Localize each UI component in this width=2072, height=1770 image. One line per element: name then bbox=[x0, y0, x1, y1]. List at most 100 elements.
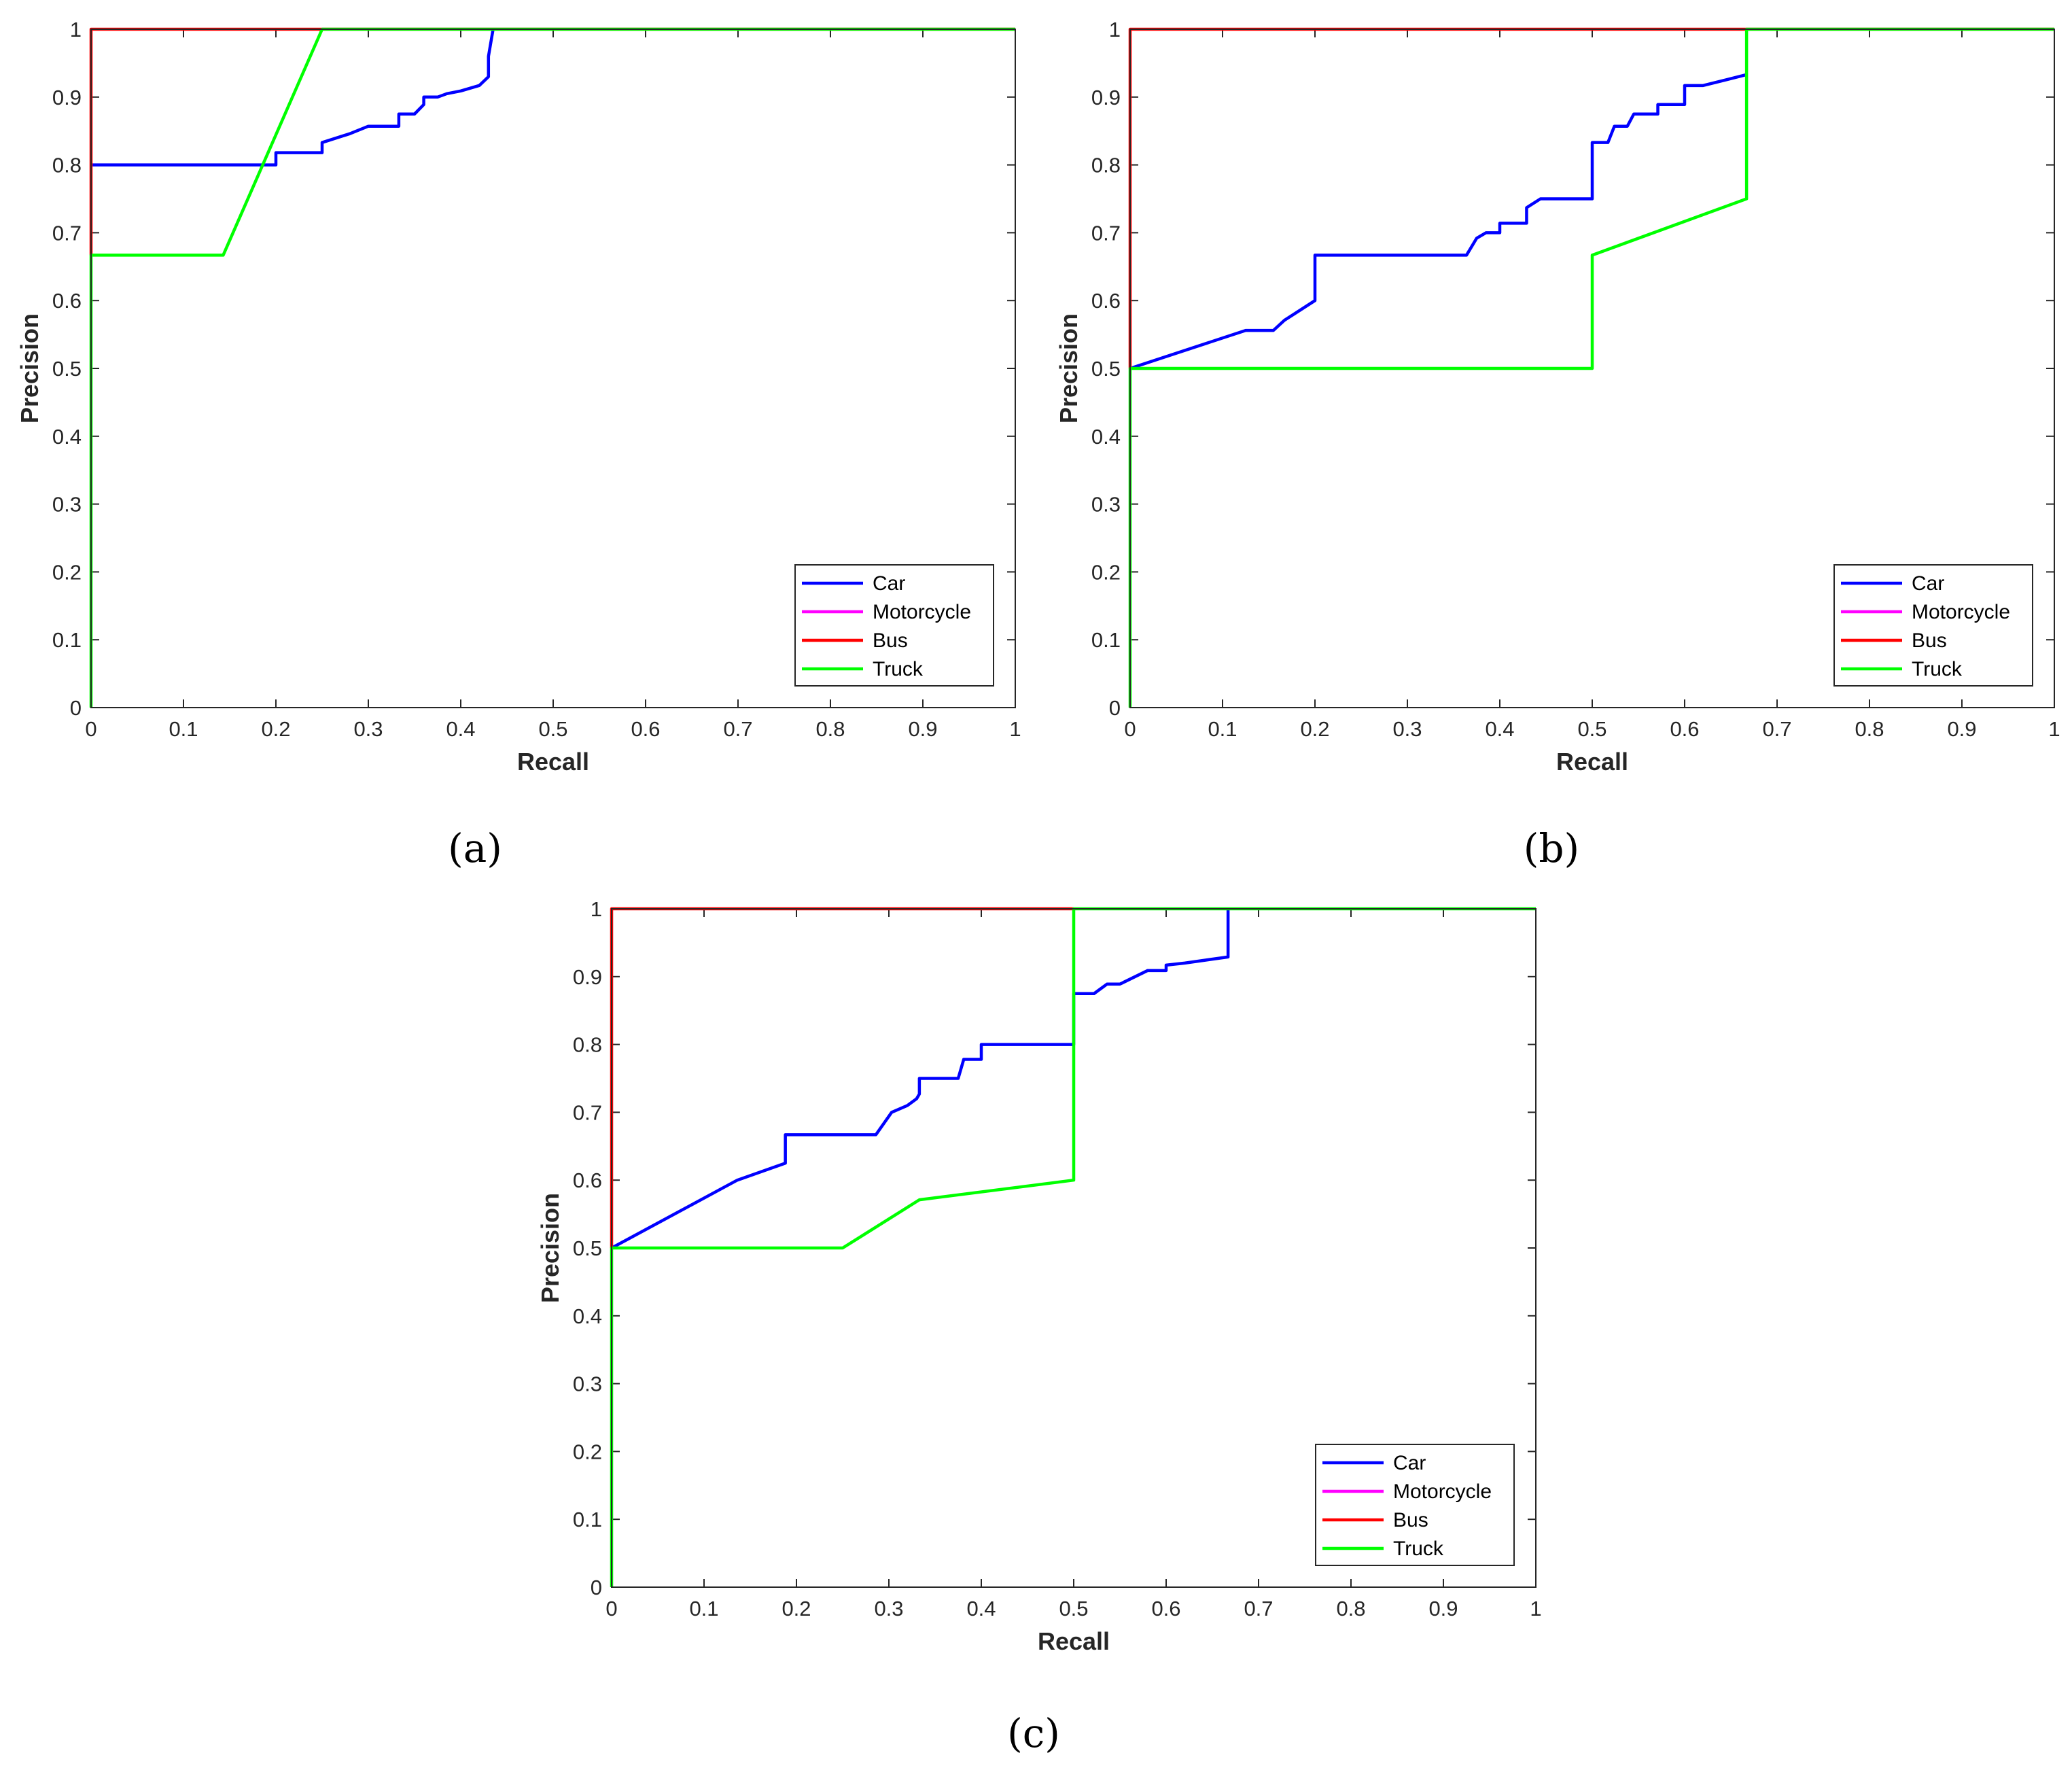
x-axis-title: Recall bbox=[1038, 1627, 1110, 1655]
y-axis-title: Precision bbox=[536, 1193, 564, 1303]
x-tick-label: 0.6 bbox=[1151, 1597, 1180, 1620]
axes-box bbox=[90, 29, 1016, 708]
y-tick-label: 0.7 bbox=[573, 1100, 602, 1124]
panel-b: 0 0.1 0.2 0.3 0.4 0.5 0.6 0.7 0.8 0.9 1 0 0.1 0.2 0.3 0… bbox=[1055, 18, 2060, 776]
x-tick-label: 0.9 bbox=[1947, 717, 1976, 741]
x-tick-label: 0.3 bbox=[874, 1597, 903, 1620]
series-line-car bbox=[1129, 73, 1747, 370]
y-tick-label: 0.6 bbox=[573, 1168, 602, 1192]
x-tick-label: 0.3 bbox=[1392, 717, 1422, 741]
x-tick-label: 0.7 bbox=[1244, 1597, 1273, 1620]
x-tick-label: 1 bbox=[1009, 717, 1021, 741]
legend-label-bus: Bus bbox=[1393, 1509, 1428, 1531]
x-tick-label: 0.9 bbox=[908, 717, 937, 741]
x-tick-label: 0 bbox=[605, 1597, 617, 1620]
x-tick-label: 0.1 bbox=[169, 717, 198, 741]
series-line-car bbox=[91, 29, 495, 167]
y-tick-label: 0.1 bbox=[1091, 628, 1121, 652]
x-tick-label: 0.4 bbox=[1485, 717, 1514, 741]
x-tick-label: 0.8 bbox=[815, 717, 845, 741]
y-tick-label: 0.8 bbox=[1091, 154, 1121, 177]
y-tick-label: 0.6 bbox=[1091, 289, 1121, 313]
legend: Car Motorcycle Bus Truck bbox=[794, 564, 994, 687]
panel-label-a: (a) bbox=[448, 825, 502, 871]
y-tick-label: 0.2 bbox=[1091, 560, 1121, 584]
y-tick-label: 1 bbox=[591, 897, 602, 921]
y-tick-label: 0.2 bbox=[52, 560, 82, 584]
x-tick-label: 0.6 bbox=[1670, 717, 1699, 741]
x-tick-label: 1 bbox=[2048, 717, 2060, 741]
y-tick-label: 0.6 bbox=[52, 289, 82, 313]
legend-label-car: Car bbox=[1393, 1452, 1426, 1474]
panel-label-b: (b) bbox=[1524, 825, 1579, 871]
x-tick-label: 0.5 bbox=[538, 717, 567, 741]
x-axis-title: Recall bbox=[517, 748, 589, 776]
panel-c: 0 0.1 0.2 0.3 0.4 0.5 0.6 0.7 0.8 0.9 1 0 0.1 0.2 0.3 0… bbox=[536, 897, 1542, 1655]
x-tick-label: 0.7 bbox=[1762, 717, 1791, 741]
legend-label-motorcycle: Motorcycle bbox=[1393, 1480, 1492, 1503]
x-tick-label: 0.2 bbox=[782, 1597, 811, 1620]
legend-label-motorcycle: Motorcycle bbox=[873, 601, 971, 623]
series-line-car bbox=[610, 909, 1230, 1249]
y-tick-label: 0.4 bbox=[1091, 425, 1121, 449]
y-tick-label: 0.7 bbox=[52, 221, 82, 245]
x-tick-label: 0.8 bbox=[1336, 1597, 1365, 1620]
y-tick-label: 0 bbox=[591, 1576, 602, 1599]
y-tick-label: 0.8 bbox=[52, 154, 82, 177]
legend: Car Motorcycle Bus Truck bbox=[1833, 564, 2033, 687]
x-axis-title: Recall bbox=[1556, 748, 1628, 776]
x-tick-label: 0.3 bbox=[353, 717, 383, 741]
y-axis-title: Precision bbox=[1055, 313, 1083, 423]
panel-a: 0 0.1 0.2 0.3 0.4 0.5 0.6 0.7 0.8 0.9 1 0 0.1 0.2 0.3 0… bbox=[16, 18, 1021, 776]
y-tick-label: 0.9 bbox=[1091, 86, 1121, 109]
y-tick-label: 0 bbox=[1109, 696, 1121, 720]
y-tick-label: 0.3 bbox=[1091, 493, 1121, 517]
legend-label-truck: Truck bbox=[1912, 658, 1963, 680]
x-tick-label: 0 bbox=[1124, 717, 1136, 741]
y-tick-label: 1 bbox=[1109, 18, 1121, 41]
y-tick-label: 0.5 bbox=[1091, 357, 1121, 381]
y-tick-label: 0.5 bbox=[573, 1236, 602, 1260]
y-tick-label: 0.8 bbox=[573, 1033, 602, 1057]
legend-box bbox=[794, 564, 994, 687]
y-tick-label: 0.2 bbox=[573, 1440, 602, 1463]
x-tick-label: 0.7 bbox=[723, 717, 752, 741]
y-tick-label: 0.3 bbox=[52, 493, 82, 517]
y-tick-label: 0.5 bbox=[52, 357, 82, 381]
y-tick-label: 0.1 bbox=[52, 628, 82, 652]
y-tick-label: 0.9 bbox=[573, 965, 602, 989]
x-tick-label: 1 bbox=[1530, 1597, 1541, 1620]
axes-box bbox=[1129, 29, 2055, 708]
y-tick-label: 0.3 bbox=[573, 1372, 602, 1396]
y-tick-label: 0.9 bbox=[52, 86, 82, 109]
x-tick-label: 0.2 bbox=[261, 717, 290, 741]
legend-label-truck: Truck bbox=[873, 658, 924, 680]
legend-label-truck: Truck bbox=[1393, 1538, 1444, 1560]
x-tick-label: 0.4 bbox=[966, 1597, 996, 1620]
x-tick-label: 0.6 bbox=[631, 717, 660, 741]
legend-box bbox=[1833, 564, 2033, 687]
x-tick-label: 0.2 bbox=[1300, 717, 1329, 741]
y-tick-label: 0.4 bbox=[52, 425, 82, 449]
y-axis-title: Precision bbox=[16, 313, 43, 423]
legend-box bbox=[1315, 1444, 1515, 1566]
x-tick-label: 0.4 bbox=[446, 717, 475, 741]
legend-label-bus: Bus bbox=[873, 629, 908, 652]
y-tick-label: 0.4 bbox=[573, 1304, 602, 1328]
x-tick-label: 0 bbox=[85, 717, 96, 741]
x-tick-label: 0.1 bbox=[1208, 717, 1237, 741]
x-tick-label: 0.5 bbox=[1059, 1597, 1088, 1620]
legend-label-motorcycle: Motorcycle bbox=[1912, 601, 2010, 623]
legend: Car Motorcycle Bus Truck bbox=[1315, 1444, 1515, 1566]
x-tick-label: 0.8 bbox=[1855, 717, 1884, 741]
y-tick-label: 0.1 bbox=[573, 1508, 602, 1531]
y-tick-label: 0 bbox=[70, 696, 82, 720]
panel-label-c: (c) bbox=[1007, 1710, 1060, 1756]
legend-label-car: Car bbox=[873, 572, 905, 595]
axes-box bbox=[611, 908, 1537, 1588]
y-tick-label: 1 bbox=[70, 18, 82, 41]
legend-label-car: Car bbox=[1912, 572, 1944, 595]
legend-label-bus: Bus bbox=[1912, 629, 1947, 652]
y-tick-label: 0.7 bbox=[1091, 221, 1121, 245]
